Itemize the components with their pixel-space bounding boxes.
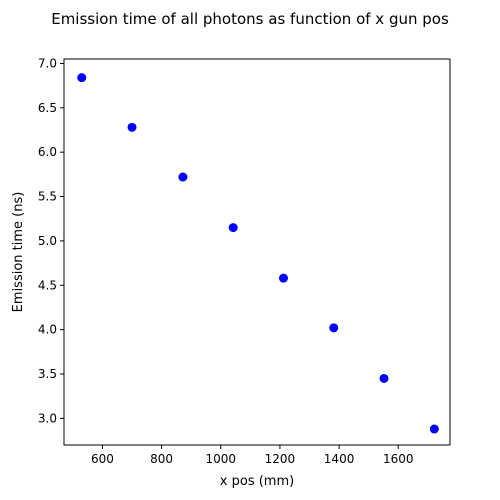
data-point-4 (278, 273, 288, 283)
y-tick-label-1: 3.5 (38, 367, 57, 381)
x-axis: 600 800 1000 1200 1400 1600 (91, 445, 414, 466)
plot-frame (63, 58, 451, 446)
y-tick-label-0: 3.0 (38, 411, 57, 425)
data-point-7 (429, 424, 439, 434)
data-point-3 (228, 223, 238, 233)
data-point-5 (329, 323, 339, 333)
y-tick-label-3: 4.5 (38, 278, 57, 292)
y-tick-label-7: 6.5 (38, 101, 57, 115)
x-tick-label-0: 600 (91, 452, 114, 466)
x-axis-label: x pos (mm) (220, 474, 294, 489)
y-tick-label-8: 7.0 (38, 56, 57, 70)
chart-title: Emission time of all photons as function… (51, 10, 449, 28)
y-tick-label-2: 4.0 (38, 323, 57, 337)
x-tick-label-1: 800 (150, 452, 173, 466)
data-point-0 (77, 73, 87, 83)
data-point-1 (127, 122, 137, 132)
data-point-2 (178, 172, 188, 182)
y-axis: 3.0 3.5 4.0 4.5 5.0 5.5 6.0 6.5 7.0 (38, 56, 64, 425)
x-tick-label-3: 1200 (265, 452, 296, 466)
y-tick-label-4: 5.0 (38, 234, 57, 248)
y-tick-label-6: 6.0 (38, 145, 57, 159)
y-tick-label-5: 5.5 (38, 190, 57, 204)
x-tick-label-2: 1000 (205, 452, 236, 466)
data-point-6 (379, 373, 389, 383)
x-tick-label-4: 1400 (324, 452, 355, 466)
x-tick-label-5: 1600 (383, 452, 414, 466)
data-points (77, 73, 439, 434)
y-axis-label: Emission time (ns) (11, 192, 26, 313)
